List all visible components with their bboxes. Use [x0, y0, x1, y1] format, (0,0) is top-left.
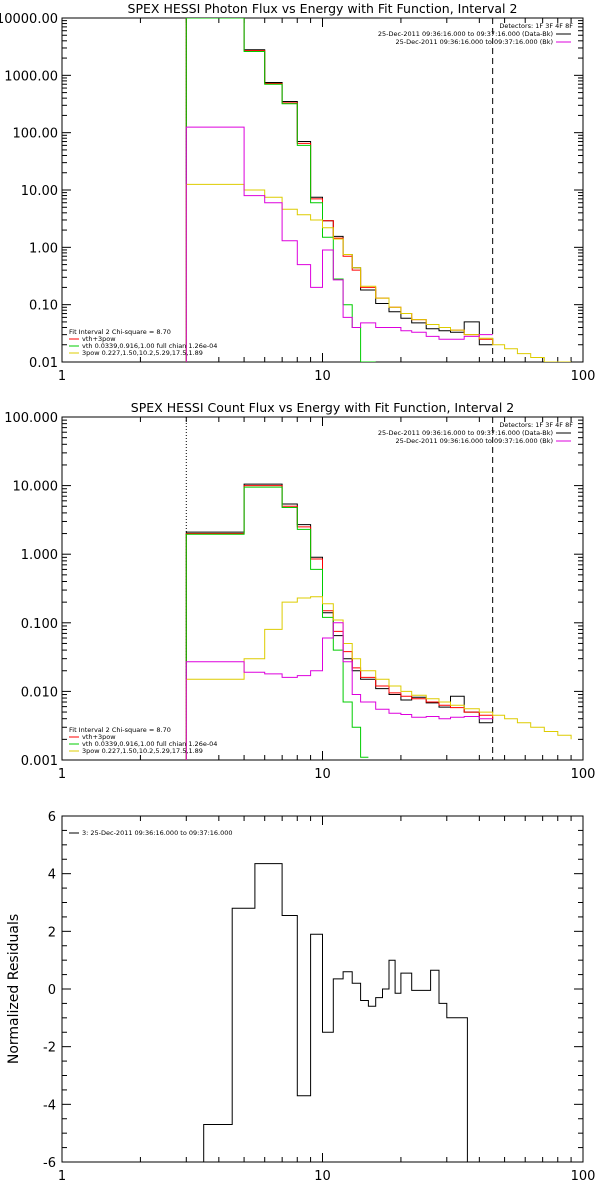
y-tick-label: 4 — [48, 868, 56, 883]
y-tick-label: 0.10 — [29, 299, 58, 314]
x-tick-label: 1 — [58, 767, 66, 782]
y-tick-label: 1.000 — [21, 548, 58, 563]
y-tick-label: 100.000 — [4, 411, 58, 426]
legend-label: 3pow 0.227,1.50,10.2,5.29,17.5,1.89 — [82, 747, 203, 755]
chart-panel-3: 1 10 100 6 4 2 0 -2 -4 -6 Normalized Residuals 3: 2… — [6, 810, 595, 1184]
chart-panel-1: SPEX HESSI Photon Flux vs Energy with Fi… — [0, 1, 595, 384]
y-tick-label: 0.01 — [29, 356, 58, 371]
x-tick-label: 100 — [571, 1169, 596, 1184]
series-line-3 — [185, 486, 369, 760]
y-tick-label: 10.00 — [21, 184, 58, 199]
series-line-4 — [185, 596, 572, 760]
legend-label: vth+3pow — [82, 733, 116, 741]
legend-label: 3: 25-Dec-2011 09:36:16.000 to 09:37:16.… — [82, 829, 233, 837]
y-tick-label: 10000.00 — [0, 12, 58, 27]
y-tick-label: -4 — [43, 1098, 56, 1113]
series-line-5 — [185, 126, 493, 362]
y-tick-label: 0.010 — [21, 685, 58, 700]
series-line-2 — [185, 18, 494, 362]
legend-label: vth 0.0339,0.916,1.00 full chian 1.26e-0… — [82, 342, 217, 350]
y-tick-label: 0.100 — [21, 617, 58, 632]
x-tick-label: 100 — [571, 369, 596, 384]
legend-label: 3pow 0.227,1.50,10.2,5.29,17.5,1.89 — [82, 349, 203, 357]
series-line-1 — [186, 863, 491, 1162]
legend-detectors: Detectors: 1F 3F 4F 8F — [499, 421, 573, 429]
plot-frame — [61, 17, 584, 363]
x-tick-label: 10 — [314, 1169, 331, 1184]
series-group — [186, 863, 491, 1162]
y-tick-label: 0.001 — [21, 754, 58, 769]
series-line-3 — [185, 18, 376, 362]
chart-title: SPEX HESSI Count Flux vs Energy with Fit… — [131, 400, 514, 415]
chart-title: SPEX HESSI Photon Flux vs Energy with Fi… — [128, 1, 518, 16]
legend-label: 25-Dec-2011 09:36:16.000 to 09:37:16.000… — [378, 429, 553, 437]
legend-label: 25-Dec-2011 09:36:16.000 to 09:37:16.000… — [396, 437, 554, 445]
x-tick-label: 100 — [571, 767, 596, 782]
legend-label: vth 0.0339,0.916,1.00 full chian 1.26e-0… — [82, 740, 217, 748]
series-line-4 — [185, 183, 572, 362]
x-tick-label: 1 — [58, 1169, 66, 1184]
y-tick-label: 1000.00 — [4, 69, 58, 84]
series-group — [185, 483, 572, 760]
y-axis-label: Normalized Residuals — [6, 914, 22, 1064]
series-group — [185, 18, 572, 362]
legend-label: vth+3pow — [82, 335, 116, 343]
legend-label: Fit Interval 2 Chi-square = 8.70 — [69, 328, 171, 336]
legend-detectors: Detectors: 1F 3F 4F 8F — [499, 22, 573, 30]
legend-label: 25-Dec-2011 09:36:16.000 to 09:37:16.000… — [378, 30, 553, 38]
legend-label: 25-Dec-2011 09:36:16.000 to 09:37:16.000… — [396, 38, 554, 46]
y-tick-label: 10.000 — [13, 480, 59, 495]
y-tick-label: -6 — [43, 1156, 56, 1171]
chart-panel-2: SPEX HESSI Count Flux vs Energy with Fit… — [4, 400, 595, 782]
y-tick-label: 1.00 — [29, 241, 58, 256]
y-tick-label: -2 — [43, 1041, 56, 1056]
y-tick-label: 0 — [48, 983, 56, 998]
x-tick-label: 10 — [314, 369, 331, 384]
x-tick-label: 10 — [314, 767, 331, 782]
series-line-5 — [185, 622, 493, 760]
x-tick-label: 1 — [58, 369, 66, 384]
legend-label: Fit Interval 2 Chi-square = 8.70 — [69, 726, 171, 734]
y-tick-label: 100.00 — [13, 127, 59, 142]
y-tick-label: 6 — [48, 810, 56, 825]
y-tick-label: 2 — [48, 925, 56, 940]
series-line-1 — [185, 18, 493, 362]
